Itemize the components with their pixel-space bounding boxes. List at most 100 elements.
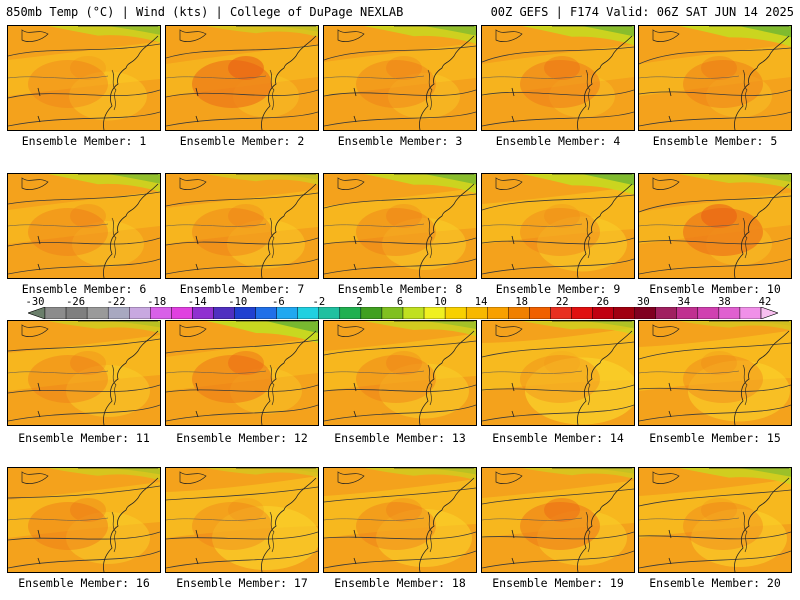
colorbar-swatch (655, 307, 677, 319)
run-valid-time: 00Z GEFS | F174 Valid: 06Z SAT JUN 14 20… (490, 5, 794, 19)
ensemble-member-label: Ensemble Member: 17 (176, 576, 308, 590)
colorbar-tick-label: 42 (758, 296, 772, 308)
ensemble-member-map (638, 467, 792, 573)
colorbar-swatch (571, 307, 593, 319)
colorbar-swatch (65, 307, 88, 319)
colorbar-swatch (297, 307, 319, 319)
temperature-field-map (166, 468, 318, 572)
ensemble-member-map (7, 467, 161, 573)
temperature-field-map (8, 468, 160, 572)
ensemble-member-map (165, 173, 319, 279)
colorbar-swatch (318, 307, 341, 319)
colorbar-swatch (276, 307, 298, 319)
ensemble-member-label: Ensemble Member: 11 (18, 431, 150, 445)
temperature-field-map (639, 26, 791, 130)
temperature-field-map (166, 174, 318, 278)
colorbar-tick-label: -14 (187, 296, 207, 308)
temperature-field-map (639, 321, 791, 425)
ensemble-member-map (481, 467, 635, 573)
colorbar-swatch (634, 307, 656, 319)
colorbar-tick-label: -2 (312, 296, 326, 308)
colorbar-swatch (86, 307, 109, 319)
ensemble-member-label: Ensemble Member: 2 (179, 134, 305, 148)
temperature-colorbar (28, 307, 778, 319)
temperature-field-map (8, 174, 160, 278)
colorbar-swatch (423, 307, 446, 319)
colorbar-tick-label: -18 (147, 296, 167, 308)
temperature-field-map (482, 26, 634, 130)
ensemble-member-map (165, 25, 319, 131)
colorbar-swatch (171, 307, 193, 319)
colorbar-swatch (529, 307, 551, 319)
temperature-field-map (482, 321, 634, 425)
ensemble-member-label: Ensemble Member: 5 (652, 134, 778, 148)
ensemble-member-map (481, 320, 635, 426)
colorbar-swatch (339, 307, 362, 319)
ensemble-member-map (323, 25, 477, 131)
temperature-field-map (482, 174, 634, 278)
ensemble-member-map (165, 320, 319, 426)
ensemble-member-label: Ensemble Member: 1 (21, 134, 147, 148)
colorbar-tick-label: -26 (66, 296, 86, 308)
ensemble-member-map (481, 25, 635, 131)
colorbar-swatch (508, 307, 530, 319)
ensemble-member-label: Ensemble Member: 7 (179, 282, 305, 296)
ensemble-member-map (165, 467, 319, 573)
colorbar-tick-label: 38 (718, 296, 731, 308)
ensemble-member-map (638, 173, 792, 279)
ensemble-member-label: Ensemble Member: 12 (176, 431, 308, 445)
ensemble-member-label: Ensemble Member: 6 (21, 282, 147, 296)
colorbar-swatch (592, 307, 614, 319)
ensemble-member-label: Ensemble Member: 14 (492, 431, 624, 445)
colorbar-swatch (718, 307, 741, 319)
temperature-field-map (639, 174, 791, 278)
colorbar-swatch (192, 307, 214, 319)
colorbar-swatch (255, 307, 277, 319)
colorbar-swatch (465, 307, 488, 319)
ensemble-member-label: Ensemble Member: 9 (495, 282, 621, 296)
ensemble-member-label: Ensemble Member: 8 (337, 282, 463, 296)
ensemble-member-label: Ensemble Member: 15 (649, 431, 781, 445)
ensemble-member-label: Ensemble Member: 19 (492, 576, 624, 590)
colorbar-swatch (234, 307, 256, 319)
ensemble-member-label: Ensemble Member: 18 (334, 576, 466, 590)
ensemble-member-map (323, 320, 477, 426)
temperature-field-map (8, 26, 160, 130)
colorbar-swatch (381, 307, 404, 319)
temperature-field-map (324, 468, 476, 572)
colorbar-swatch (739, 307, 762, 319)
colorbar-swatch (444, 307, 467, 319)
colorbar-swatch (213, 307, 235, 319)
colorbar-swatch (360, 307, 383, 319)
ensemble-member-label: Ensemble Member: 10 (649, 282, 781, 296)
colorbar-tick-label: -22 (106, 296, 126, 308)
colorbar-tick-label: -6 (272, 296, 285, 308)
colorbar-tick-label: 2 (356, 296, 363, 308)
ensemble-member-map (481, 173, 635, 279)
colorbar-tick-label: 22 (555, 296, 569, 308)
colorbar-tick-label: 10 (434, 296, 447, 308)
colorbar-swatch (402, 307, 425, 319)
ensemble-member-label: Ensemble Member: 16 (18, 576, 150, 590)
ensemble-member-map (7, 320, 161, 426)
ensemble-member-map (638, 25, 792, 131)
colorbar-tick-label: 34 (677, 296, 691, 308)
colorbar-swatch (44, 307, 67, 319)
ensemble-member-label: Ensemble Member: 20 (649, 576, 781, 590)
colorbar-swatch (676, 307, 699, 319)
colorbar-tick-label: 26 (596, 296, 610, 308)
ensemble-member-label: Ensemble Member: 3 (337, 134, 463, 148)
temperature-field-map (8, 321, 160, 425)
temperature-field-map (482, 468, 634, 572)
ensemble-member-map (7, 173, 161, 279)
colorbar-swatch (697, 307, 720, 319)
colorbar-swatch (613, 307, 635, 319)
colorbar-swatch (487, 307, 509, 319)
ensemble-member-map (638, 320, 792, 426)
ensemble-member-label: Ensemble Member: 13 (334, 431, 466, 445)
ensemble-member-map (7, 25, 161, 131)
colorbar-tick-label: -30 (25, 296, 45, 308)
ensemble-member-label: Ensemble Member: 4 (495, 134, 621, 148)
temperature-field-map (639, 468, 791, 572)
colorbar-swatch (129, 307, 151, 319)
